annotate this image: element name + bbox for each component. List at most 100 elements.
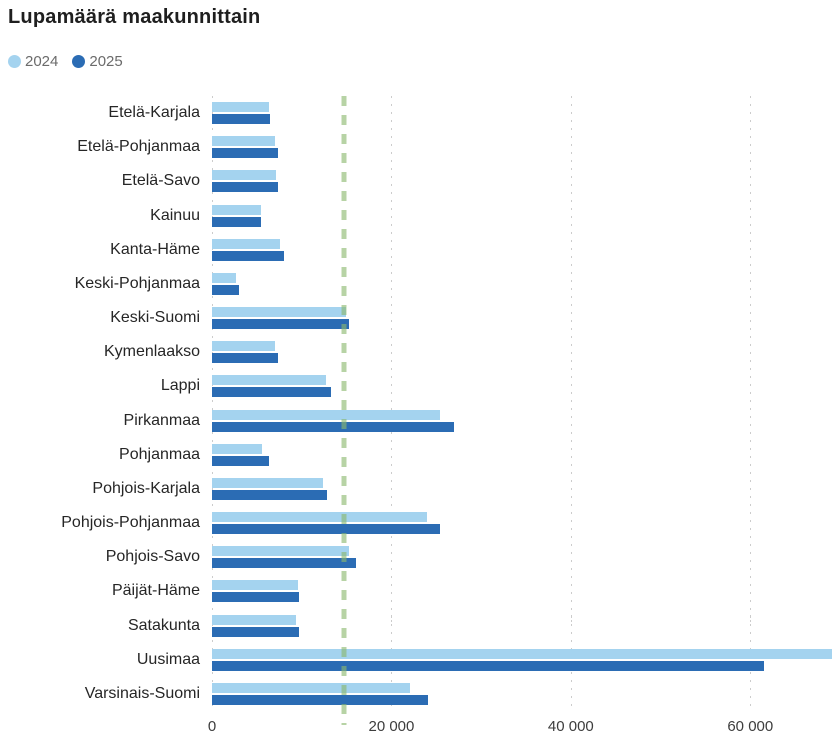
bar-group [211, 546, 840, 569]
bar-2024-Pohjanmaa[interactable] [212, 443, 263, 454]
bar-group [211, 272, 840, 295]
bar-2024-Kymenlaakso[interactable] [212, 341, 275, 352]
category-label: Satakunta [127, 616, 200, 634]
legend-label: 2024 [25, 53, 59, 70]
bar-2025-Keski-Pohjanmaa[interactable] [212, 284, 239, 295]
bar-2024-Pohjois-Karjala[interactable] [212, 477, 324, 488]
category-row: Keski-Suomi [0, 301, 840, 335]
axis-tick [391, 615, 393, 622]
bar-group [211, 512, 840, 535]
legend-item-2024[interactable]: 2024 [8, 53, 58, 70]
bar-2024-Lappi[interactable] [212, 375, 327, 386]
bar-2024-Päijät-Häme[interactable] [212, 580, 299, 591]
grid-layer [212, 96, 840, 711]
bar-group [211, 477, 840, 500]
category-row: Päijät-Häme [0, 574, 840, 608]
category-row: Satakunta [0, 609, 840, 643]
bar-2025-Kainuu[interactable] [212, 216, 262, 227]
category-label: Etelä-Karjala [108, 104, 200, 122]
category-label: Pohjois-Karjala [92, 479, 200, 497]
category-row: Pohjois-Pohjanmaa [0, 506, 840, 540]
category-row: Varsinais-Suomi [0, 677, 840, 711]
bar-2025-Etelä-Pohjanmaa[interactable] [212, 148, 278, 159]
bar-2025-Lappi[interactable] [212, 387, 331, 398]
legend: 2024 2025 [8, 53, 123, 70]
page-title: Lupamäärä maakunnittain [8, 6, 261, 28]
bar-2024-Kainuu[interactable] [212, 204, 261, 215]
category-row: Keski-Pohjanmaa [0, 267, 840, 301]
category-row: Lappi [0, 369, 840, 403]
bar-2025-Pohjois-Savo[interactable] [212, 558, 356, 569]
category-row: Etelä-Karjala [0, 96, 840, 130]
bar-group [211, 683, 840, 705]
x-axis-tick-label: 0 [207, 718, 217, 735]
category-label: Varsinais-Suomi [84, 685, 200, 702]
bar-2025-Kymenlaakso[interactable] [212, 353, 279, 364]
bar-2025-Etelä-Karjala[interactable] [212, 114, 271, 125]
category-row: Kanta-Häme [0, 233, 840, 267]
bar-group [211, 238, 840, 261]
category-label: Kymenlaakso [103, 343, 200, 361]
bar-2024-Varsinais-Suomi[interactable] [212, 683, 410, 693]
bar-2025-Varsinais-Suomi[interactable] [212, 695, 428, 705]
bar-2024-Satakunta[interactable] [212, 614, 296, 625]
category-label: Etelä-Pohjanmaa [77, 138, 200, 156]
category-row: Etelä-Pohjanmaa [0, 130, 840, 164]
category-row: Pohjanmaa [0, 438, 840, 472]
bar-group [211, 170, 840, 193]
bar-2025-Uusimaa[interactable] [212, 660, 764, 671]
bar-2024-Etelä-Karjala[interactable] [212, 102, 269, 113]
category-label: Keski-Suomi [110, 309, 200, 327]
bar-2024-Pohjois-Savo[interactable] [212, 546, 350, 557]
category-row: Uusimaa [0, 643, 840, 677]
bar-chart: Etelä-Karjala Etelä-Pohjanmaa Etelä-Savo Ka… [0, 96, 840, 725]
bar-2025-Päijät-Häme[interactable] [212, 592, 300, 603]
bar-group [211, 375, 840, 398]
category-label: Pohjois-Savo [105, 548, 200, 566]
legend-swatch-icon [72, 55, 86, 68]
category-label: Kainuu [150, 206, 200, 224]
bar-group [211, 580, 840, 603]
bar-2025-Kanta-Häme[interactable] [212, 250, 284, 261]
bar-2024-Uusimaa[interactable] [212, 648, 832, 659]
category-row: Pirkanmaa [0, 404, 840, 438]
bar-group [211, 341, 840, 364]
bar-2024-Pirkanmaa[interactable] [212, 409, 441, 420]
bar-group [211, 102, 840, 125]
bar-group [211, 307, 840, 330]
bar-2025-Pohjois-Pohjanmaa[interactable] [212, 524, 441, 535]
category-label: Uusimaa [136, 650, 200, 668]
bar-2024-Etelä-Savo[interactable] [212, 170, 276, 181]
bar-group [211, 648, 840, 671]
category-label: Kanta-Häme [110, 240, 200, 258]
category-label: Etelä-Savo [121, 172, 200, 190]
bar-2025-Etelä-Savo[interactable] [212, 182, 278, 193]
category-label: Lappi [160, 377, 200, 395]
bar-2024-Keski-Suomi[interactable] [212, 307, 346, 318]
bar-2025-Pohjanmaa[interactable] [212, 455, 269, 466]
bar-group [211, 614, 840, 637]
legend-item-2025[interactable]: 2025 [72, 53, 123, 70]
bar-2024-Pohjois-Pohjanmaa[interactable] [212, 512, 427, 523]
legend-swatch-icon [8, 55, 21, 68]
bar-group [211, 204, 840, 227]
bar-2025-Satakunta[interactable] [212, 626, 300, 637]
x-axis-tick-label: 40 000 [547, 718, 594, 735]
category-row: Etelä-Savo [0, 164, 840, 198]
gridline [391, 96, 393, 711]
bar-2024-Etelä-Pohjanmaa[interactable] [212, 136, 275, 147]
category-row: Pohjois-Savo [0, 540, 840, 574]
category-row: Kymenlaakso [0, 335, 840, 369]
bar-2024-Keski-Pohjanmaa[interactable] [212, 272, 237, 283]
category-label: Pohjois-Pohjanmaa [61, 514, 200, 532]
bar-2024-Kanta-Häme[interactable] [212, 238, 281, 249]
x-axis-tick-label: 20 000 [368, 718, 415, 735]
axis-tick [570, 615, 572, 622]
bar-2025-Pohjois-Karjala[interactable] [212, 489, 328, 500]
category-label: Pirkanmaa [123, 411, 200, 429]
category-row: Pohjois-Karjala [0, 472, 840, 506]
legend-label: 2025 [89, 53, 123, 70]
bar-2025-Pirkanmaa[interactable] [212, 421, 454, 432]
bar-2025-Keski-Suomi[interactable] [212, 319, 349, 330]
